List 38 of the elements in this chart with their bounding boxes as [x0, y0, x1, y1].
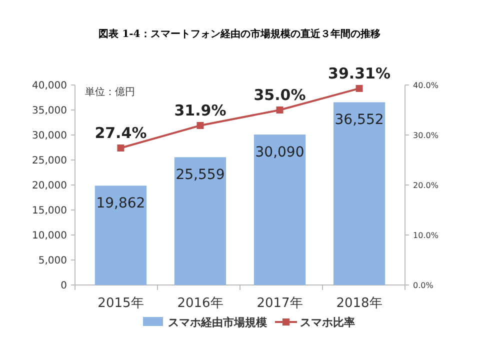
y2-tick-label: 20.0% — [413, 181, 439, 190]
bar — [174, 157, 226, 285]
y2-tick-label: 10.0% — [413, 231, 439, 240]
data-label: 27.4% — [94, 124, 147, 142]
y-tick-label: 5,000 — [38, 256, 67, 266]
y-tick-label: 10,000 — [32, 230, 67, 242]
y-tick-label: 0 — [60, 280, 67, 292]
data-label: 31.9% — [174, 102, 226, 120]
legend-label: スマホ比率 — [300, 316, 355, 329]
data-label: 19,862 — [96, 196, 146, 212]
x-tick-label: 2016年 — [177, 296, 224, 311]
bar — [254, 134, 306, 285]
point — [117, 144, 124, 152]
y-tick-label: 40,000 — [32, 80, 67, 92]
point — [356, 84, 363, 92]
y2-tick-label: 40.0% — [413, 81, 439, 90]
bar — [333, 102, 386, 285]
data-label: 39.31% — [328, 64, 391, 82]
legend-label: スマホ経由市場規模 — [168, 316, 268, 329]
y-tick-label: 25,000 — [32, 156, 67, 166]
y2-tick-label: 30.0% — [413, 131, 439, 140]
x-tick-label: 2017年 — [256, 296, 303, 311]
bar — [94, 186, 147, 285]
y-tick-label: 15,000 — [32, 206, 67, 216]
point — [276, 106, 284, 114]
annotation: 単位：億円 — [85, 86, 135, 98]
x-tick-label: 2018年 — [336, 296, 382, 311]
data-label: 25,559 — [176, 167, 225, 184]
chart-title: 図表 1-4：スマートフォン経由の市場規模の直近３年間の推移 — [98, 28, 380, 40]
data-label: 36,552 — [334, 112, 384, 128]
data-label: 30,090 — [255, 144, 304, 161]
y-tick-label: 35,000 — [32, 106, 67, 116]
point — [196, 122, 204, 129]
y2-tick-label: 0.0% — [413, 281, 434, 290]
data-label: 35.0% — [254, 86, 306, 104]
y-tick-label: 20,000 — [32, 180, 67, 192]
y-tick-label: 30,000 — [32, 130, 67, 142]
x-tick-label: 2015年 — [98, 296, 144, 311]
